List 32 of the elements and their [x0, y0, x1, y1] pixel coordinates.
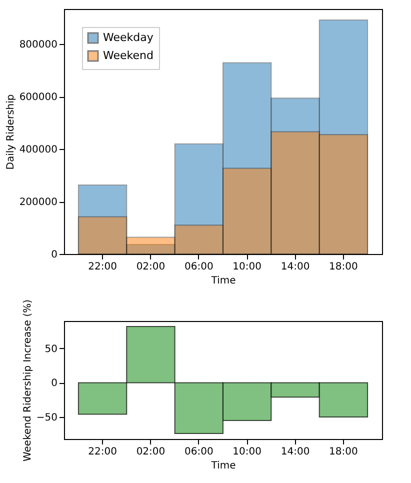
legend-label: Weekend: [103, 49, 154, 62]
y-tick-label: −50: [36, 412, 58, 424]
bar: [78, 216, 128, 254]
y-tick-label: 400000: [19, 144, 58, 156]
bar: [318, 134, 368, 254]
x-tick-label: 22:00: [88, 446, 117, 458]
legend-label: Weekday: [103, 31, 154, 44]
bar: [222, 168, 272, 254]
y-tick-label: 200000: [19, 197, 58, 208]
x-axis-title: Time: [210, 276, 236, 286]
x-tick-label: 02:00: [136, 262, 166, 272]
x-tick-label: 22:00: [88, 262, 117, 272]
x-tick-label: 18:00: [329, 446, 358, 458]
x-tick-label: 06:00: [184, 262, 214, 272]
x-tick-label: 18:00: [329, 262, 358, 272]
y-tick-label: 800000: [19, 40, 58, 51]
y-tick-label: 50: [44, 344, 58, 355]
x-tick-label: 06:00: [184, 446, 214, 458]
y-tick-label: 0: [51, 250, 58, 260]
x-tick-label: 02:00: [136, 446, 166, 458]
bar: [174, 224, 224, 254]
x-tick-label: 14:00: [280, 446, 310, 458]
x-tick-label: 14:00: [280, 262, 310, 272]
x-axis-title: Time: [210, 460, 236, 472]
y-axis-title: Daily Ridership: [5, 94, 16, 170]
x-tick-label: 10:00: [232, 446, 262, 458]
y-tick-label: 0: [51, 378, 58, 390]
bar: [126, 236, 176, 254]
y-axis-title: Weekend Ridership Increase (%): [22, 299, 34, 462]
x-tick-label: 10:00: [232, 262, 262, 272]
bar: [270, 131, 320, 254]
y-tick-label: 600000: [19, 92, 58, 104]
